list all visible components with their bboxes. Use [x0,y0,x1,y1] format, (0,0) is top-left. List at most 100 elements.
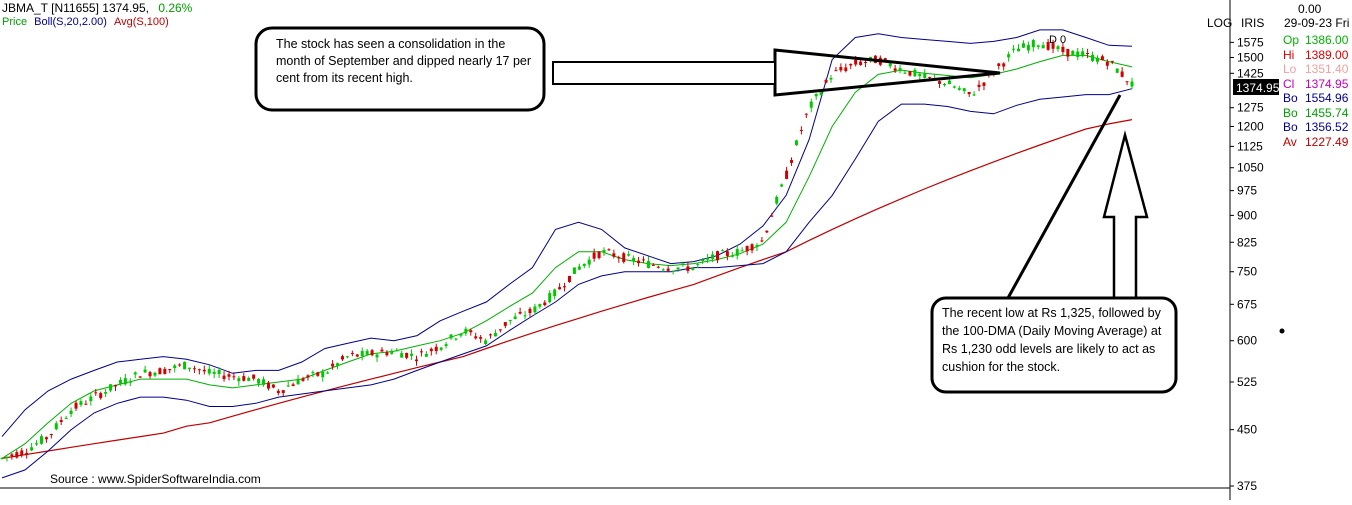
candle-body [849,63,853,66]
candle-body [834,70,838,72]
info-row-value: 1389.00 [1305,47,1349,62]
y-tick-label: 1275 [1237,101,1264,115]
candle-body [859,61,863,66]
callout-pointer-line [1006,94,1122,299]
candle-body [794,140,798,146]
candle-body [424,354,428,357]
candle-body [79,401,83,405]
candle-body [1066,48,1070,57]
candle-body [306,375,310,378]
candle-body [893,68,897,71]
candle-body [622,253,626,263]
candle-body [266,382,270,389]
candle-body [799,129,803,131]
candle-body [1051,43,1055,49]
candle-body [617,257,621,259]
candle-body [632,258,636,262]
candle-body [113,385,117,387]
series-upper-band [1,29,1133,437]
candle-body [716,251,720,261]
candle-body [1110,61,1114,63]
bottom-callout-box [930,296,1178,394]
candle-body [380,349,384,352]
candle-body [133,372,137,375]
candle-body [553,289,557,297]
bottom-callout-text: The recent low at Rs 1,325, followed by … [942,306,1162,374]
y-tick-label: 1500 [1237,50,1264,64]
candle-body [188,367,192,369]
source-credit: Source : www.SpiderSoftwareIndia.com [50,472,261,486]
info-row-value: 1374.95 [1305,76,1349,91]
candle-body [291,384,295,387]
candle-body [25,452,29,455]
info-row-value: 1356.52 [1305,120,1349,134]
info-row-label: Bo [1283,105,1298,120]
candle-body [74,402,78,409]
candle-body [1115,68,1119,73]
series-avg-line [1,119,1133,459]
candle-body [484,340,488,345]
legend-avg: Avg(S,100) [113,16,169,28]
candle-body [242,376,246,381]
info-row-value: 1455.74 [1305,105,1349,120]
candle-body [597,251,601,259]
candle-body [400,353,404,358]
candle-body [212,371,216,374]
ohlc-info-panel: Op 1386.00 Hi 1389.00 Lo 1351.40 Cl 1374.95 Bo 15… [1283,33,1348,149]
candle-body [237,378,241,382]
candle-body [469,330,473,333]
candle-body [1041,45,1045,49]
candle-body [49,434,53,436]
candle-body [64,417,68,419]
candle-body [217,369,221,375]
candle-body [84,403,88,405]
candle-body [1100,56,1104,61]
y-tick-label: 1200 [1237,119,1264,133]
candle-body [577,266,581,270]
candle-body [883,58,887,60]
candle-body [183,361,187,370]
candle-body [1071,50,1075,56]
candle-body [997,63,1001,66]
candle-body [735,249,739,256]
marker-dot [1279,328,1285,334]
info-row: Av 1227.49 [1283,135,1348,150]
candle-body [602,250,606,253]
candle-body [281,390,285,393]
candle-body [947,80,951,85]
y-tick-label: 975 [1237,184,1257,198]
y-tick-label: 750 [1237,265,1257,279]
candle-body [444,344,448,347]
info-value-top: 0.00 [1298,2,1322,16]
candle-body [671,270,675,272]
info-row: Bo 1554.96 [1283,91,1348,106]
candle-body [819,91,823,95]
candle-body [928,76,932,78]
log-toggle[interactable]: LOG [1207,16,1233,30]
legend-boll: Boll(S,20,2.00) [34,16,107,28]
candle-body [770,215,774,217]
y-tick-label: 600 [1237,334,1257,348]
candle-body [1002,63,1006,67]
candle-body [676,267,680,270]
info-date: 29-09-23 Fri [1284,16,1350,30]
candle-body [479,337,483,339]
candle-body [696,264,700,266]
candle-body [814,93,818,97]
candle-body [1076,51,1080,58]
candle-body [365,350,369,355]
candle-body [232,376,236,378]
candle-body [982,82,986,86]
candle-body [459,333,463,336]
info-row-value: 1227.49 [1305,134,1349,149]
candle-body [967,91,971,95]
series-middle-band [1,54,1133,459]
y-tick-label: 1575 [1237,35,1264,49]
candle-body [1061,46,1065,53]
top-callout-box [254,26,546,112]
candle-body [419,351,423,353]
candle-body [385,352,389,356]
candle-body [340,356,344,360]
